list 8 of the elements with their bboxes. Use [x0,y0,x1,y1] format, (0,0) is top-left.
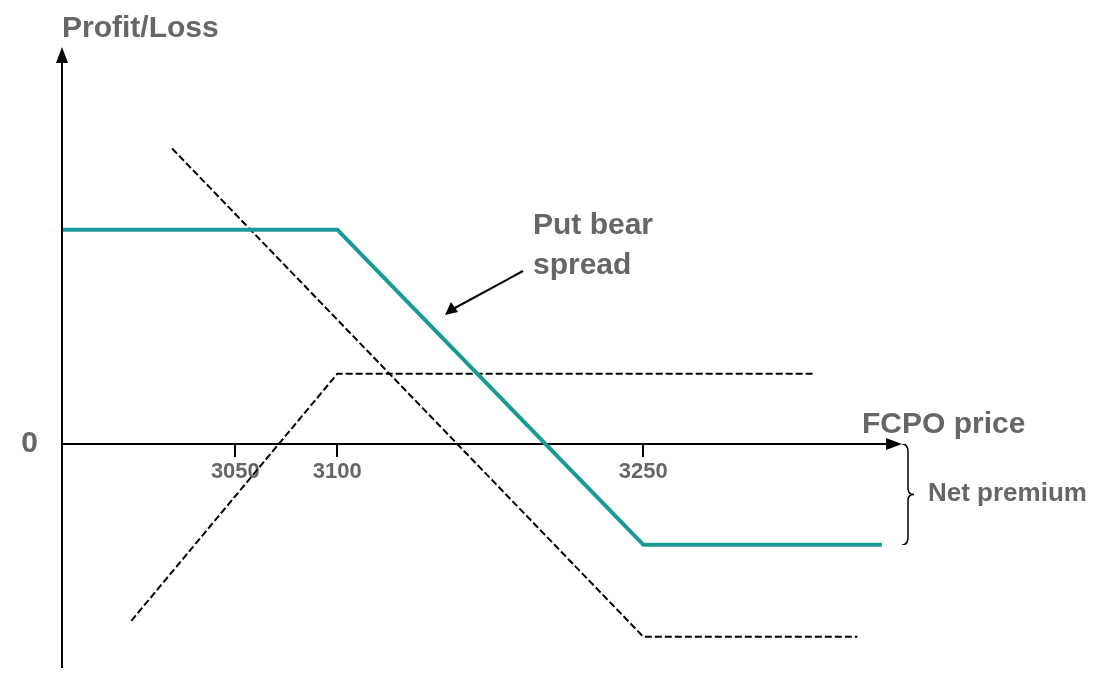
x-tick-label: 3050 [210,457,260,483]
x-axis-title: FCPO price [862,405,1026,439]
text: 0 [21,424,38,458]
y-axis-title: Profit/Loss [62,10,219,44]
x-tick-label: 3250 [618,457,668,483]
annotation: Put bear spread [533,207,654,281]
text: Net premium [928,477,1087,508]
x-tick-label: 3100 [312,457,362,483]
